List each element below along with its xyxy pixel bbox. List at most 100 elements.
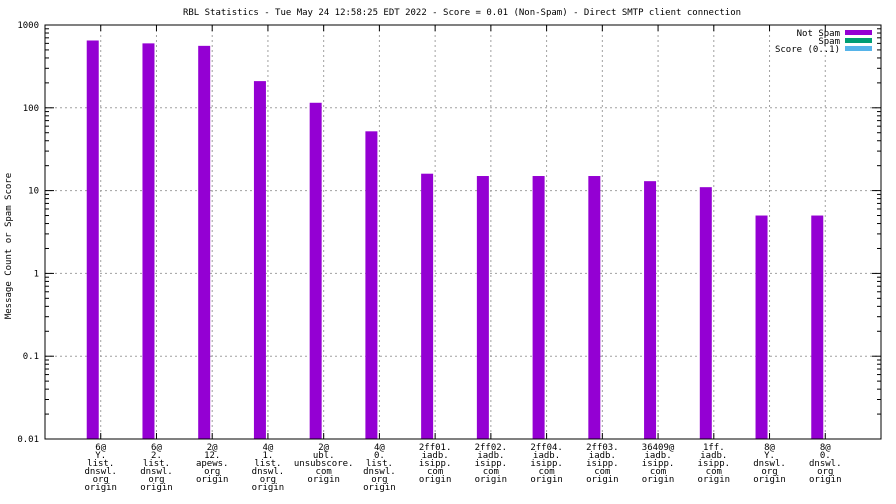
x-tick-label: 8@ Y. dnswl. org origin [753, 443, 786, 485]
x-tick-label: 2ff03. iadb. isipp. com origin [586, 443, 619, 485]
x-tick-label: 4@ 0. list. dnswl. org origin [363, 443, 396, 493]
y-tick-label: 10 [28, 187, 39, 197]
x-tick-label-line: 4@ [374, 443, 385, 453]
x-tick-label-line: 8@ [820, 443, 831, 453]
x-tick-label: 2@ ubl. unsubscore. com origin [294, 443, 354, 485]
y-tick-labels: 1000 100 10 1 0.1 0.01 [17, 21, 39, 445]
bar [86, 40, 99, 439]
x-tick-label: 1ff. iadb. isipp. com origin [698, 443, 731, 485]
x-tick-label-line: apews. [196, 459, 229, 469]
x-tick-label-line: org [204, 467, 220, 477]
x-tick-label-line: Y. [764, 451, 775, 461]
x-tick-label-line: org [260, 475, 276, 485]
x-tick-label-line: ubl. [313, 451, 335, 461]
x-tick-label-line: isipp. [586, 459, 619, 469]
bar [365, 131, 378, 439]
x-tick-label-line: 2@ [207, 443, 218, 453]
x-tick-label-line: com [316, 467, 332, 477]
x-tick-label-line: 6@ [151, 443, 162, 453]
x-tick-label: 4@ 1. list. dnswl. org origin [252, 443, 285, 493]
x-tick-label-line: origin [140, 483, 173, 493]
x-tick-label-line: 0. [820, 451, 831, 461]
x-tick-label: 2ff01. iadb. isipp. com origin [419, 443, 452, 485]
x-tick-label-line: origin [809, 475, 842, 485]
legend-swatch [845, 38, 872, 43]
x-tick-label-line: org [93, 475, 109, 485]
x-tick-label-line: 12. [204, 451, 220, 461]
bar [309, 102, 322, 439]
x-tick-label-line: 1ff. [703, 443, 725, 453]
x-tick-label-line: com [538, 467, 554, 477]
x-tick-label-line: dnswl. [140, 467, 173, 477]
axis-ticks [45, 24, 881, 440]
x-tick-label-line: com [427, 467, 443, 477]
x-tick-label-line: origin [307, 475, 340, 485]
x-tick-label-line: list. [366, 459, 393, 469]
x-tick-label-line: org [817, 467, 833, 477]
x-tick-label-line: origin [475, 475, 508, 485]
bar [699, 187, 712, 439]
bar [142, 43, 155, 439]
x-tick-label-line: com [706, 467, 722, 477]
x-tick-label-line: list. [87, 459, 114, 469]
x-tick-label-line: origin [530, 475, 563, 485]
x-tick-label-line: unsubscore. [294, 459, 354, 469]
x-tick-label-line: com [594, 467, 610, 477]
bar [755, 215, 768, 439]
x-tick-label: 2ff02. iadb. isipp. com origin [475, 443, 508, 485]
x-tick-label: 2@ 12. apews. org origin [196, 443, 229, 485]
x-tick-label-line: dnswl. [363, 467, 396, 477]
bar [421, 173, 434, 440]
x-tick-label: 2ff04. iadb. isipp. com origin [530, 443, 563, 485]
x-tick-label-line: origin [363, 483, 396, 493]
gridlines [45, 25, 881, 439]
x-tick-label-line: com [483, 467, 499, 477]
x-tick-label-line: 8@ [764, 443, 775, 453]
bar [476, 176, 489, 439]
bar [253, 81, 266, 439]
bar [811, 215, 824, 439]
x-tick-label-line: 2ff04. [530, 443, 563, 453]
x-tick-label-line: list. [254, 459, 281, 469]
x-tick-label-line: origin [252, 483, 285, 493]
y-tick-label: 1 [34, 269, 39, 279]
plot-frame [44, 24, 882, 440]
x-tick-label-line: origin [698, 475, 731, 485]
x-tick-label-line: 6@ [95, 443, 106, 453]
x-tick-label-line: 2@ [318, 443, 329, 453]
x-tick-label-line: iadb. [422, 451, 449, 461]
x-tick-label-line: iadb. [589, 451, 616, 461]
bar [198, 45, 211, 439]
x-tick-label-line: isipp. [642, 459, 675, 469]
chart-title: RBL Statistics - Tue May 24 12:58:25 EDT… [183, 8, 741, 18]
x-tick-label-line: origin [196, 475, 229, 485]
x-tick-label-line: dnswl. [84, 467, 117, 477]
x-tick-label-line: com [650, 467, 666, 477]
y-tick-label: 0.1 [23, 352, 39, 362]
x-tick-label-line: 2ff03. [586, 443, 619, 453]
legend-swatch [845, 30, 872, 35]
x-tick-label-line: isipp. [475, 459, 508, 469]
x-tick-label-line: org [371, 475, 387, 485]
x-tick-label-line: origin [419, 475, 452, 485]
x-tick-label-line: 4@ [263, 443, 274, 453]
x-tick-label-line: isipp. [698, 459, 731, 469]
legend-label: Spam [818, 37, 840, 47]
legend-label: Not Spam [797, 29, 840, 39]
x-tick-label-line: origin [642, 475, 675, 485]
x-tick-label-line: isipp. [419, 459, 452, 469]
x-tick-label-line: dnswl. [809, 459, 842, 469]
x-tick-label-line: 2ff01. [419, 443, 452, 453]
bar [644, 181, 657, 439]
y-axis-label: Message Count or Spam Score [4, 173, 14, 319]
x-tick-label-line: 0. [374, 451, 385, 461]
x-tick-label-line: iadb. [645, 451, 672, 461]
x-tick-label-line: list. [143, 459, 170, 469]
x-tick-label-line: Y. [95, 451, 106, 461]
bars [86, 40, 824, 440]
x-tick-label-line: dnswl. [252, 467, 285, 477]
y-tick-label: 0.01 [17, 435, 39, 445]
